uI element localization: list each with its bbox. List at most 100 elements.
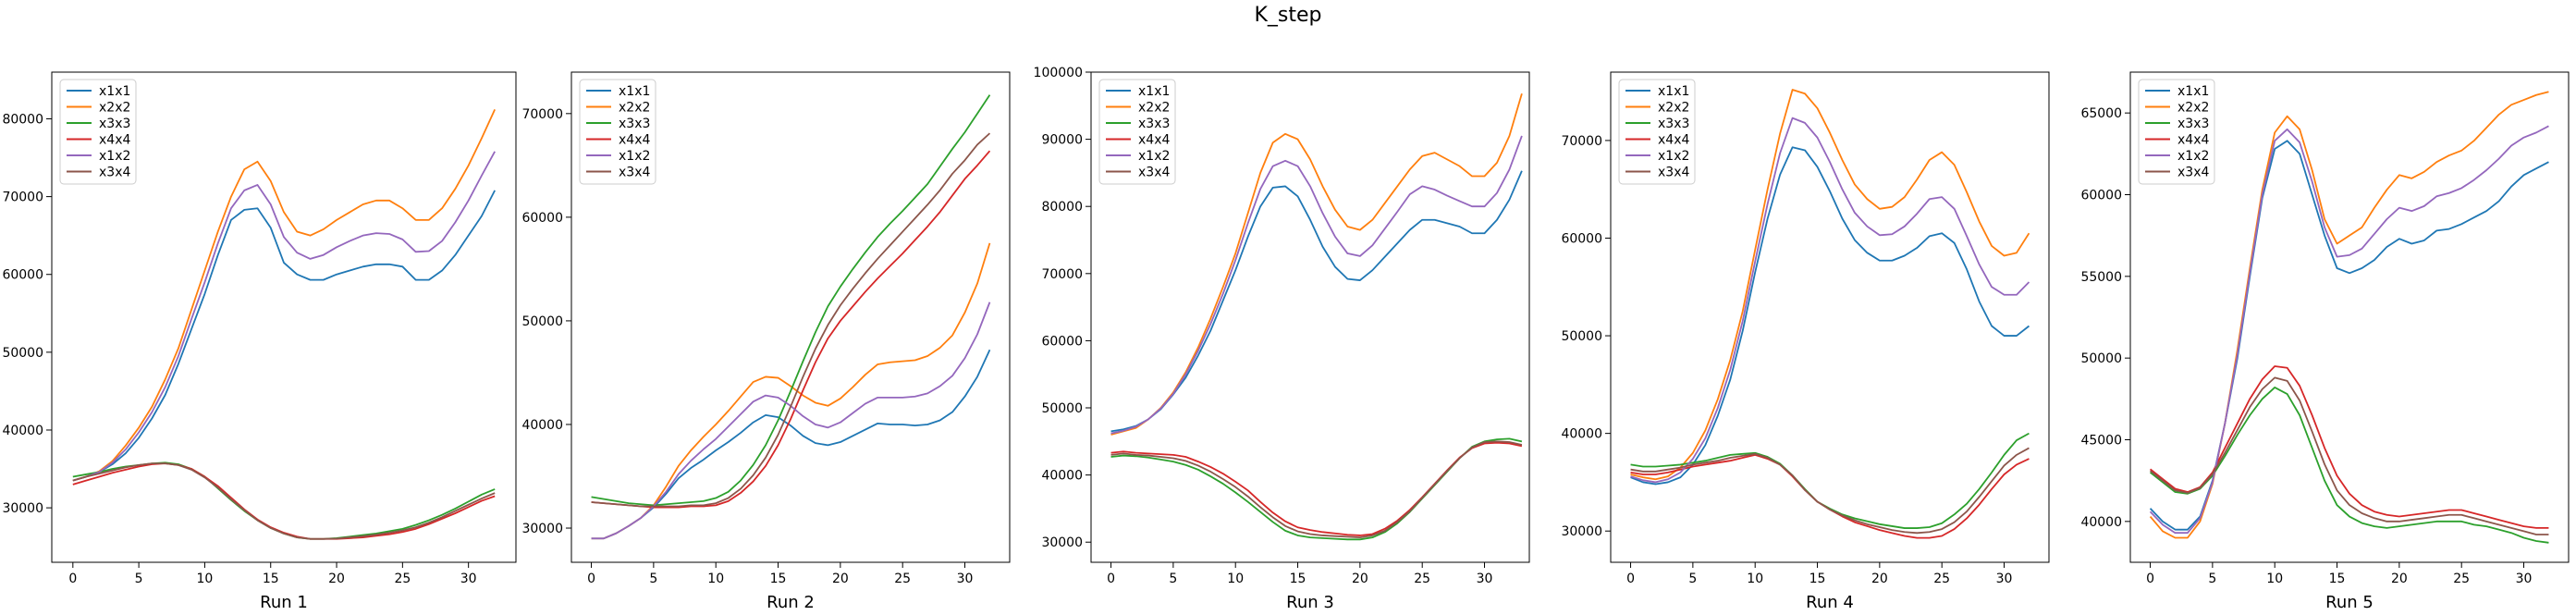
- legend-label-x3x3: x3x3: [99, 117, 130, 131]
- legend-label-x1x1: x1x1: [1658, 84, 1689, 99]
- y-tick-label: 40000: [1561, 427, 1602, 442]
- axes-frame: [570, 71, 1011, 563]
- series-line-x4x4: [2149, 365, 2549, 529]
- series-line-x2x2: [1630, 89, 2030, 481]
- y-tick-label: 60000: [1561, 231, 1602, 246]
- series-line-x4x4: [72, 462, 496, 540]
- x-axis-label: Run 2: [767, 593, 815, 612]
- legend-label-x3x4: x3x4: [2177, 166, 2209, 180]
- legend-box: [2138, 79, 2215, 185]
- y-tick-label: 40000: [2080, 515, 2122, 530]
- chart-panel-2: 0 5 10 15 20 25 30 30000 40000 50000 60000 70000 Run…: [521, 71, 1011, 612]
- x-tick-label: 25: [1933, 572, 1950, 586]
- legend-label-x1x2: x1x2: [99, 149, 130, 164]
- x-tick-label: 10: [707, 572, 724, 586]
- series-line-x3x4: [591, 132, 991, 508]
- x-tick-label: 15: [1809, 572, 1826, 586]
- y-tick-label: 30000: [1561, 524, 1602, 539]
- legend-label-x3x4: x3x4: [619, 166, 650, 180]
- series-line-x3x3: [591, 94, 991, 507]
- legend-label-x2x2: x2x2: [2177, 101, 2209, 116]
- chart-panel-4: 0 5 10 15 20 25 30 30000 40000 50000 60000 70000 Run…: [1561, 71, 2050, 612]
- y-tick-label: 30000: [1041, 535, 1083, 550]
- x-axis-label: Run 3: [1286, 593, 1334, 612]
- y-tick-label: 60000: [521, 211, 563, 226]
- x-axis-label: Run 1: [260, 593, 308, 612]
- series-line-x1x2: [72, 151, 496, 482]
- legend-box: [579, 79, 656, 185]
- legend-label-x1x1: x1x1: [619, 84, 650, 99]
- legend-label-x2x2: x2x2: [1138, 101, 1170, 116]
- x-tick-label: 15: [770, 572, 787, 586]
- x-tick-label: 15: [1290, 572, 1306, 586]
- series-line-x3x3: [1110, 437, 1523, 541]
- y-tick-label: 100000: [1034, 66, 1083, 80]
- x-axis-label: Run 5: [2325, 593, 2374, 612]
- x-tick-label: 15: [263, 572, 279, 586]
- legend-label-x4x4: x4x4: [619, 133, 650, 148]
- legend-box: [59, 79, 137, 185]
- y-tick-label: 70000: [2, 191, 43, 205]
- series-line-x3x4: [2149, 376, 2549, 535]
- x-tick-label: 20: [2391, 572, 2408, 586]
- x-tick-label: 0: [1626, 572, 1635, 586]
- x-axis-label: Run 4: [1806, 593, 1854, 612]
- series-line-x3x3: [72, 461, 496, 540]
- series-line-x1x1: [1110, 170, 1523, 433]
- y-tick-label: 70000: [521, 107, 563, 122]
- legend-label-x2x2: x2x2: [1658, 101, 1689, 116]
- y-tick-label: 50000: [1041, 401, 1083, 416]
- legend-label-x3x3: x3x3: [619, 117, 650, 131]
- x-tick-label: 20: [1871, 572, 1888, 586]
- legend-label-x4x4: x4x4: [2177, 133, 2209, 148]
- y-tick-label: 30000: [521, 522, 563, 536]
- y-tick-label: 60000: [2080, 189, 2122, 203]
- legend-label-x2x2: x2x2: [619, 101, 650, 116]
- series-line-x3x4: [1630, 447, 2030, 535]
- y-tick-label: 70000: [1561, 134, 1602, 149]
- x-tick-label: 5: [2208, 572, 2216, 586]
- x-tick-label: 25: [394, 572, 411, 586]
- x-tick-label: 30: [2516, 572, 2533, 586]
- series-line-x4x4: [591, 150, 991, 509]
- legend-label-x1x2: x1x2: [1138, 149, 1170, 164]
- axes-frame: [2129, 71, 2570, 563]
- x-tick-label: 0: [68, 572, 77, 586]
- x-tick-label: 30: [1996, 572, 2013, 586]
- legend-label-x4x4: x4x4: [1138, 133, 1170, 148]
- axes-frame: [51, 71, 517, 563]
- x-tick-label: 0: [1107, 572, 1115, 586]
- x-tick-label: 10: [2266, 572, 2283, 586]
- legend-label-x3x4: x3x4: [1658, 166, 1689, 180]
- legend-label-x3x3: x3x3: [2177, 117, 2209, 131]
- x-tick-label: 0: [2146, 572, 2154, 586]
- chart-panel-1: 0 5 10 15 20 25 30 30000 40000 50000 60000 70000 800…: [2, 71, 517, 612]
- y-tick-label: 65000: [2080, 106, 2122, 121]
- y-tick-label: 50000: [2, 346, 43, 361]
- legend-label-x1x2: x1x2: [1658, 149, 1689, 164]
- legend-label-x4x4: x4x4: [1658, 133, 1689, 148]
- y-tick-label: 70000: [1041, 267, 1083, 282]
- legend-box: [1098, 79, 1176, 185]
- y-tick-label: 55000: [2080, 270, 2122, 285]
- x-tick-label: 5: [135, 572, 143, 586]
- x-tick-label: 5: [1688, 572, 1697, 586]
- x-tick-label: 5: [649, 572, 657, 586]
- series-line-x1x1: [1630, 146, 2030, 486]
- x-tick-label: 20: [1352, 572, 1368, 586]
- x-tick-label: 10: [197, 572, 214, 586]
- x-tick-label: 20: [328, 572, 345, 586]
- series-line-x3x4: [1110, 440, 1523, 539]
- series-line-x1x1: [591, 349, 991, 540]
- x-tick-label: 30: [460, 572, 477, 586]
- y-tick-label: 80000: [2, 112, 43, 127]
- x-tick-label: 5: [1169, 572, 1177, 586]
- legend-box: [1618, 79, 1696, 185]
- x-tick-label: 20: [832, 572, 849, 586]
